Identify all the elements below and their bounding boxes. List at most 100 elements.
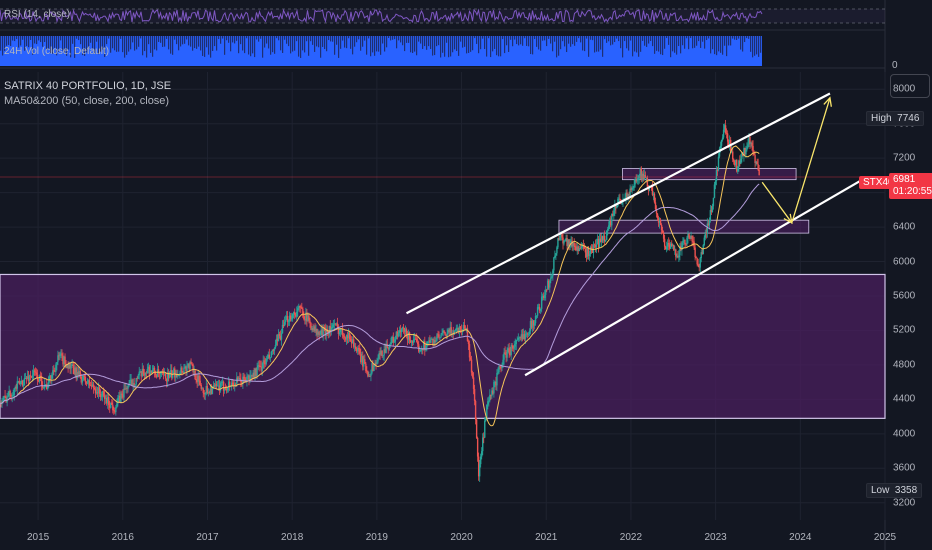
candle-body xyxy=(732,151,734,160)
candle-body xyxy=(266,358,268,360)
volume-gap xyxy=(34,36,36,44)
volume-gap xyxy=(648,36,650,44)
candle-body xyxy=(25,378,28,380)
candle-body xyxy=(13,388,15,396)
volume-gap xyxy=(350,36,352,49)
candle-body xyxy=(317,331,319,335)
candle-body xyxy=(515,340,517,345)
candle-body xyxy=(197,375,199,383)
candle-body xyxy=(109,405,111,408)
indicator-title[interactable]: MA50&200 (50, close, 200, close) xyxy=(4,95,170,107)
candle-body xyxy=(571,240,573,247)
candle-body xyxy=(556,247,558,254)
candle-body xyxy=(710,210,713,213)
candle-body xyxy=(127,385,129,389)
volume-gap xyxy=(134,36,136,51)
candle-body xyxy=(293,312,295,314)
candle-body xyxy=(268,354,271,359)
volume-gap xyxy=(240,36,242,45)
candle-body xyxy=(507,348,509,352)
candle-body xyxy=(681,242,683,251)
candle-body xyxy=(172,374,174,378)
candle-body xyxy=(586,247,589,257)
candle-body xyxy=(60,353,62,355)
candle-body xyxy=(745,149,747,155)
volume-gap xyxy=(714,36,716,55)
candle-body xyxy=(750,142,752,144)
candle-body xyxy=(170,370,172,373)
candle-body xyxy=(516,339,518,341)
candle-body xyxy=(486,404,488,418)
volume-gap xyxy=(530,36,532,55)
volume-gap xyxy=(392,36,394,40)
candle-body xyxy=(539,308,542,311)
volume-gap xyxy=(340,36,342,49)
candle-body xyxy=(756,161,758,165)
candle-body xyxy=(643,175,646,181)
time-tick-label: 2016 xyxy=(111,532,134,543)
symbol-title[interactable]: SATRIX 40 PORTFOLIO, 1D, JSE xyxy=(4,80,172,92)
candle-body xyxy=(313,326,315,331)
volume-gap xyxy=(480,36,482,50)
volume-gap xyxy=(328,36,330,41)
support-resistance-zone xyxy=(622,168,797,181)
volume-gap xyxy=(740,36,742,50)
candle-body xyxy=(118,395,120,398)
candle-body xyxy=(439,337,441,338)
candle-body xyxy=(471,372,474,378)
volume-gap xyxy=(686,36,688,39)
volume-gap xyxy=(136,36,138,50)
candle-body xyxy=(445,335,447,337)
candle-body xyxy=(125,388,127,390)
candle-body xyxy=(254,368,256,378)
volume-gap xyxy=(112,36,114,49)
volume-gap xyxy=(106,36,108,45)
candle-body xyxy=(544,294,546,298)
candle-body xyxy=(311,328,313,330)
candle-body xyxy=(573,242,575,246)
candle-body xyxy=(576,246,578,250)
candle-body xyxy=(148,366,151,375)
candle-body xyxy=(674,249,676,251)
candle-body xyxy=(690,235,692,239)
candle-body xyxy=(389,344,391,345)
volume-gap xyxy=(474,36,476,39)
volume-axis-zero: 0 xyxy=(892,60,898,71)
candle-body xyxy=(536,307,539,316)
volume-gap xyxy=(734,36,736,40)
candle-body xyxy=(276,338,279,342)
volume-gap xyxy=(286,36,288,44)
candle-body xyxy=(420,349,422,352)
candle-body xyxy=(521,334,524,340)
high-value: 7746 xyxy=(897,113,920,124)
volume-gap xyxy=(642,36,644,41)
volume-gap xyxy=(284,36,286,40)
volume-gap xyxy=(606,36,608,43)
volume-gap xyxy=(664,36,666,49)
candle-body xyxy=(372,363,374,371)
volume-gap xyxy=(412,36,414,54)
volume-gap xyxy=(656,36,658,51)
candle-body xyxy=(27,376,30,382)
candle-body xyxy=(288,315,291,322)
volume-gap xyxy=(64,36,66,53)
candle-body xyxy=(734,161,736,166)
candle-body xyxy=(549,280,551,288)
volume-gap xyxy=(54,36,56,48)
candle-body xyxy=(69,362,71,369)
volume-gap xyxy=(456,36,458,51)
candle-body xyxy=(224,387,227,389)
volume-gap xyxy=(176,36,178,45)
candle-body xyxy=(62,355,64,365)
volume-gap xyxy=(58,36,60,52)
volume-gap xyxy=(416,36,418,56)
candle-body xyxy=(169,372,171,378)
volume-gap xyxy=(532,36,534,55)
candle-body xyxy=(612,213,614,216)
volume-gap xyxy=(754,36,756,56)
chart-toolbox-button[interactable] xyxy=(890,74,930,98)
volume-gap xyxy=(446,36,448,43)
volume-pane-title: 24H Vol (close, Default) xyxy=(4,46,110,57)
candle-body xyxy=(733,159,735,162)
